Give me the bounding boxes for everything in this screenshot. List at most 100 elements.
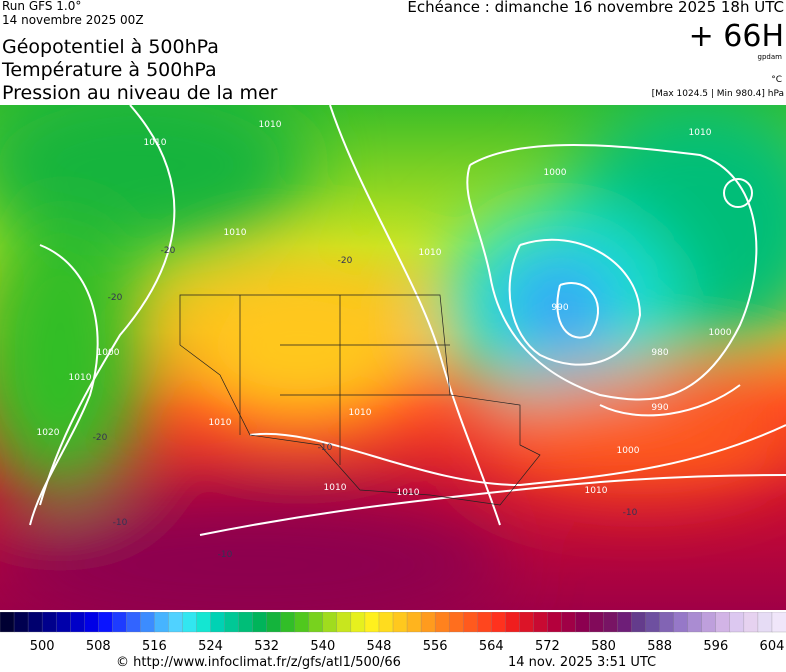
color-swatch (84, 612, 99, 633)
color-swatch (715, 612, 731, 633)
isobar-label: 1020 (37, 428, 60, 438)
run: Run GFS 1.0° (2, 0, 82, 13)
color-swatch (687, 612, 703, 633)
colorbar-label: 572 (535, 639, 560, 654)
color-swatch (561, 612, 577, 633)
isobar-label: 1000 (617, 446, 640, 456)
color-swatch (55, 612, 71, 633)
color-swatch (771, 612, 786, 633)
title: Température à 500hPa (2, 59, 217, 81)
color-swatch (463, 612, 478, 633)
isobar-label: 1010 (585, 486, 608, 496)
temp-label: -20 (161, 246, 176, 256)
color-swatch (757, 612, 773, 633)
color-swatch (13, 612, 29, 633)
color-swatch (617, 612, 633, 633)
isobar-label: 1010 (144, 138, 167, 148)
colorbar-label: 556 (423, 639, 448, 654)
isobar-label: 1010 (69, 373, 92, 383)
color-swatch (140, 612, 156, 633)
color-swatch (224, 612, 240, 633)
valid-time: Echéance : dimanche 16 novembre 2025 18h… (407, 0, 784, 16)
color-swatch (729, 612, 745, 633)
color-swatch (280, 612, 296, 633)
isobar-label: 1010 (259, 120, 282, 130)
color-swatch (743, 612, 759, 633)
color-swatch (210, 612, 226, 633)
color-swatch (112, 612, 127, 633)
color-swatch (196, 612, 212, 633)
color-swatch (70, 612, 85, 633)
color-swatch (406, 612, 422, 633)
color-swatch (701, 612, 717, 633)
colorbar-label: 524 (198, 639, 223, 654)
color-swatch (308, 612, 324, 633)
colorbar-label: 564 (479, 639, 504, 654)
color-swatch (266, 612, 282, 633)
color-swatch (448, 612, 464, 633)
isobar-label: 980 (651, 348, 668, 358)
isobar-label: 1010 (689, 128, 712, 138)
run-date: 14 novembre 2025 00Z (2, 13, 144, 27)
colorbar-label: 604 (760, 639, 785, 654)
color-swatch (477, 612, 492, 633)
color-swatch (322, 612, 338, 633)
isobar-label: 1010 (397, 488, 420, 498)
colorbar-label: 516 (142, 639, 167, 654)
colorbar: 500 508 516 524 532 540 548 556 564 572 580 588 596 6… (0, 612, 786, 654)
color-swatch (603, 612, 619, 633)
unit-geo: gpdam (757, 53, 782, 61)
colorbar-label: 508 (86, 639, 111, 654)
color-swatch (27, 612, 43, 633)
colorbar-label: 532 (254, 639, 279, 654)
isobar-label: 990 (551, 303, 568, 313)
isobar-label: 1010 (349, 408, 372, 418)
isobar-label: 1000 (709, 328, 732, 338)
color-swatch (0, 612, 15, 633)
colorbar-label: 540 (310, 639, 335, 654)
isobar-label: 1010 (324, 483, 347, 493)
color-swatch (659, 612, 675, 633)
lead-time: + 66H (688, 19, 784, 54)
isobar-label: 1000 (544, 168, 567, 178)
color-swatch (378, 612, 394, 633)
color-swatch (350, 612, 366, 633)
color-swatch (182, 612, 198, 633)
temp-label: -10 (318, 443, 333, 453)
pressure-range: [Max 1024.5 | Min 980.4] hPa (651, 89, 784, 99)
color-swatch (434, 612, 450, 633)
isobar-label: 1010 (209, 418, 232, 428)
temp-label: -20 (108, 293, 123, 303)
isobar-label: 1000 (97, 348, 120, 358)
color-swatch (168, 612, 184, 633)
temp-label: -20 (338, 256, 353, 266)
color-swatch (589, 612, 605, 633)
color-swatch (673, 612, 689, 633)
temp-label: -10 (623, 508, 638, 518)
color-swatch (631, 612, 647, 633)
colorbar-label: 580 (591, 639, 616, 654)
isobar-label: 1010 (224, 228, 247, 238)
color-swatch (41, 612, 57, 633)
generated-time: 14 nov. 2025 3:51 UTC (508, 655, 657, 670)
color-swatch (392, 612, 408, 633)
color-swatch (533, 612, 549, 633)
color-swatch (547, 612, 563, 633)
color-swatch (336, 612, 352, 633)
color-swatch (252, 612, 268, 633)
color-swatch (364, 612, 380, 633)
color-swatch (519, 612, 535, 633)
color-swatch (491, 612, 506, 633)
unit-temp: °C (771, 75, 782, 85)
color-swatch (575, 612, 591, 633)
title: Pression au niveau de la mer (2, 82, 278, 104)
colorbar-label: 588 (647, 639, 672, 654)
title: Géopotentiel à 500hPa (2, 36, 219, 58)
isobar-label: 990 (651, 403, 668, 413)
temp-label: -10 (113, 518, 128, 528)
color-swatch (98, 612, 113, 633)
color-swatch (505, 612, 520, 633)
color-swatch (645, 612, 661, 633)
isobar-label: 1010 (419, 248, 442, 258)
